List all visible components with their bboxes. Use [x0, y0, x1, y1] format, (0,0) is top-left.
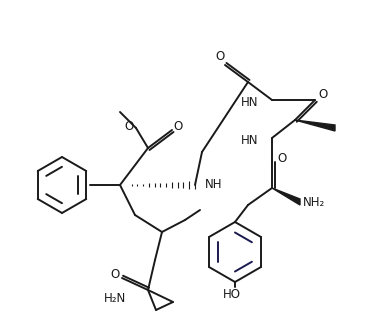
Text: O: O — [110, 267, 120, 281]
Text: O: O — [173, 119, 183, 132]
Text: O: O — [124, 121, 134, 133]
Text: HN: HN — [241, 133, 258, 146]
Text: O: O — [215, 50, 225, 63]
Text: O: O — [277, 152, 287, 165]
Text: O: O — [318, 89, 328, 101]
Text: H₂N: H₂N — [104, 291, 126, 304]
Text: HO: HO — [223, 288, 241, 301]
Polygon shape — [272, 188, 300, 205]
Text: HN: HN — [241, 95, 258, 109]
Text: NH: NH — [205, 178, 223, 191]
Text: NH₂: NH₂ — [303, 196, 325, 209]
Polygon shape — [295, 120, 335, 131]
